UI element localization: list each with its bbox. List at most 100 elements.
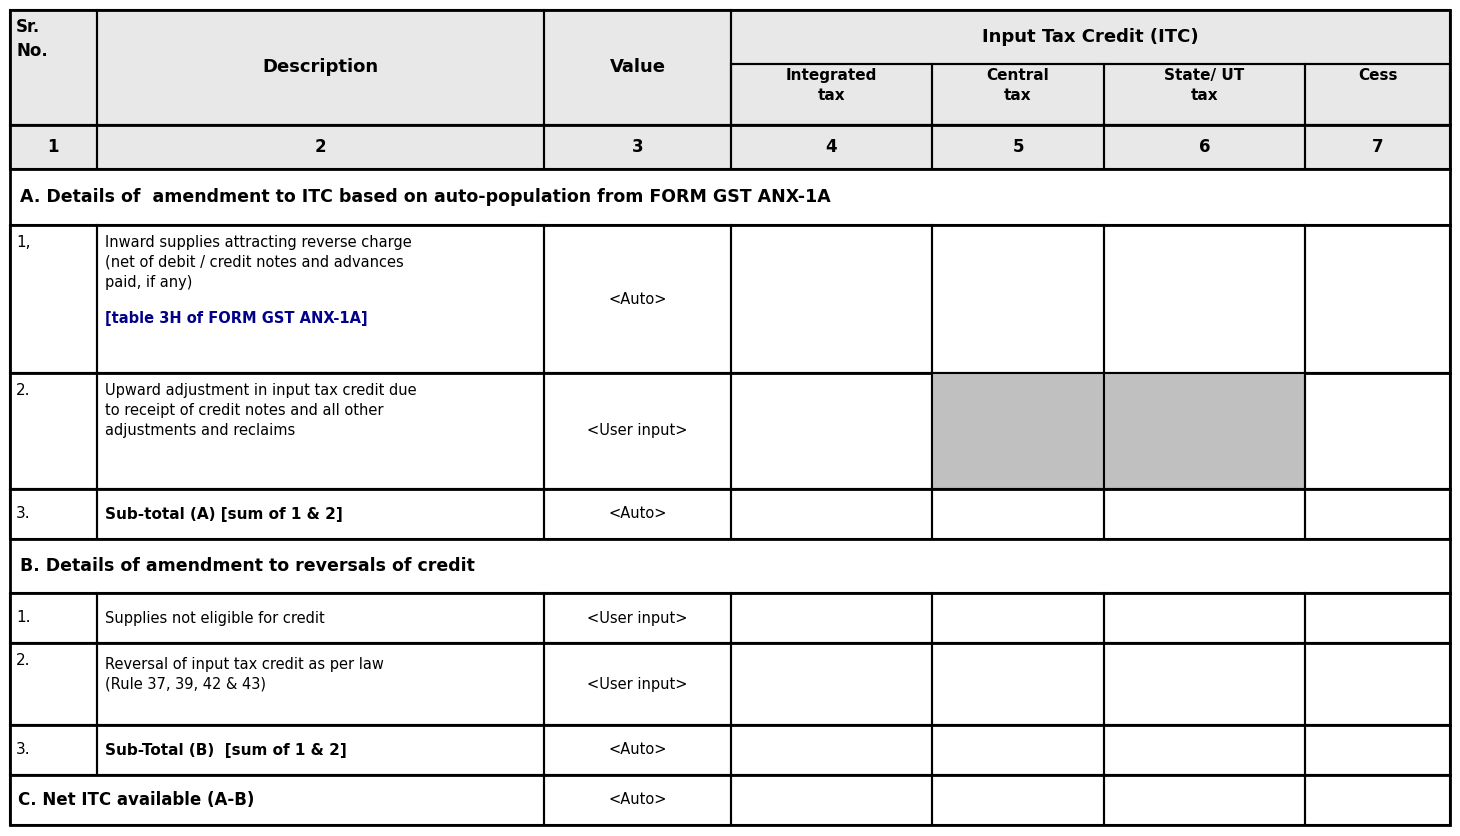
Text: <Auto>: <Auto>: [609, 793, 667, 808]
Bar: [10, 539, 1450, 593]
Text: [table 3H of FORM GST ANX-1A]: [table 3H of FORM GST ANX-1A]: [105, 311, 366, 326]
Text: Sr.
No.: Sr. No.: [16, 18, 48, 59]
Bar: [1104, 225, 1305, 373]
Bar: [10, 489, 96, 539]
Bar: [10, 125, 96, 169]
Bar: [10, 373, 96, 489]
Bar: [10, 373, 1450, 489]
Bar: [1104, 64, 1305, 125]
Text: 2.: 2.: [16, 653, 31, 668]
Bar: [10, 593, 96, 643]
Bar: [731, 225, 931, 373]
Bar: [731, 593, 931, 643]
Text: 1.: 1.: [16, 610, 31, 625]
Text: 3.: 3.: [16, 507, 31, 522]
Bar: [10, 10, 1450, 125]
Text: State/ UT
tax: State/ UT tax: [1165, 68, 1245, 103]
Bar: [1305, 643, 1450, 725]
Bar: [931, 125, 1104, 169]
Bar: [545, 10, 731, 125]
Text: 3.: 3.: [16, 742, 31, 757]
Bar: [931, 489, 1104, 539]
Text: <User input>: <User input>: [587, 424, 688, 439]
Bar: [96, 125, 545, 169]
Text: Integrated
tax: Integrated tax: [785, 68, 877, 103]
Bar: [931, 373, 1104, 489]
Bar: [1305, 125, 1450, 169]
Bar: [10, 489, 1450, 539]
Text: Central
tax: Central tax: [987, 68, 1050, 103]
Bar: [1104, 373, 1305, 489]
Bar: [10, 643, 1450, 725]
Bar: [10, 725, 1450, 775]
Bar: [731, 125, 931, 169]
Text: 2.: 2.: [16, 383, 31, 398]
Bar: [545, 775, 731, 825]
Bar: [1104, 775, 1305, 825]
Bar: [731, 64, 931, 125]
Bar: [931, 643, 1104, 725]
Text: Inward supplies attracting reverse charge
(net of debit / credit notes and advan: Inward supplies attracting reverse charg…: [105, 235, 412, 289]
Bar: [931, 725, 1104, 775]
Text: <User input>: <User input>: [587, 676, 688, 691]
Bar: [10, 775, 1450, 825]
Bar: [10, 643, 96, 725]
Text: 2: 2: [314, 138, 326, 156]
Bar: [1104, 593, 1305, 643]
Text: B. Details of amendment to reversals of credit: B. Details of amendment to reversals of …: [20, 557, 474, 575]
Bar: [731, 775, 931, 825]
Bar: [1104, 373, 1305, 489]
Bar: [931, 593, 1104, 643]
Bar: [10, 125, 1450, 169]
Bar: [10, 225, 1450, 373]
Bar: [545, 725, 731, 775]
Text: <Auto>: <Auto>: [609, 507, 667, 522]
Bar: [545, 125, 731, 169]
Bar: [10, 643, 1450, 725]
Bar: [96, 725, 545, 775]
Text: 5: 5: [1012, 138, 1023, 156]
Text: 7: 7: [1372, 138, 1384, 156]
Bar: [1305, 725, 1450, 775]
Bar: [96, 643, 545, 725]
Bar: [10, 10, 1450, 125]
Text: <Auto>: <Auto>: [609, 742, 667, 757]
Bar: [10, 775, 1450, 825]
Bar: [10, 125, 1450, 169]
Bar: [10, 725, 96, 775]
Bar: [731, 373, 931, 489]
Text: 1,: 1,: [16, 235, 31, 250]
Bar: [1104, 643, 1305, 725]
Bar: [1305, 64, 1450, 125]
Bar: [10, 373, 1450, 489]
Bar: [10, 593, 1450, 643]
Bar: [931, 775, 1104, 825]
Text: Value: Value: [609, 59, 666, 77]
Bar: [545, 489, 731, 539]
Bar: [10, 169, 1450, 225]
Text: <User input>: <User input>: [587, 610, 688, 625]
Text: Upward adjustment in input tax credit due
to receipt of credit notes and all oth: Upward adjustment in input tax credit du…: [105, 383, 416, 437]
Bar: [1305, 373, 1450, 489]
Bar: [10, 539, 1450, 593]
Bar: [1305, 225, 1450, 373]
Bar: [10, 10, 96, 125]
Text: 3: 3: [632, 138, 644, 156]
Bar: [10, 225, 1450, 373]
Bar: [96, 489, 545, 539]
Text: Description: Description: [263, 59, 378, 77]
Bar: [1305, 489, 1450, 539]
Bar: [1104, 725, 1305, 775]
Text: 6: 6: [1199, 138, 1210, 156]
Bar: [1104, 125, 1305, 169]
Bar: [96, 10, 545, 125]
Bar: [731, 725, 931, 775]
Bar: [1305, 775, 1450, 825]
Bar: [96, 593, 545, 643]
Bar: [10, 593, 1450, 643]
Bar: [1104, 489, 1305, 539]
Bar: [10, 169, 1450, 225]
Text: Cess: Cess: [1358, 68, 1397, 83]
Bar: [731, 10, 1450, 125]
Text: Sub-Total (B)  [sum of 1 & 2]: Sub-Total (B) [sum of 1 & 2]: [105, 742, 346, 757]
